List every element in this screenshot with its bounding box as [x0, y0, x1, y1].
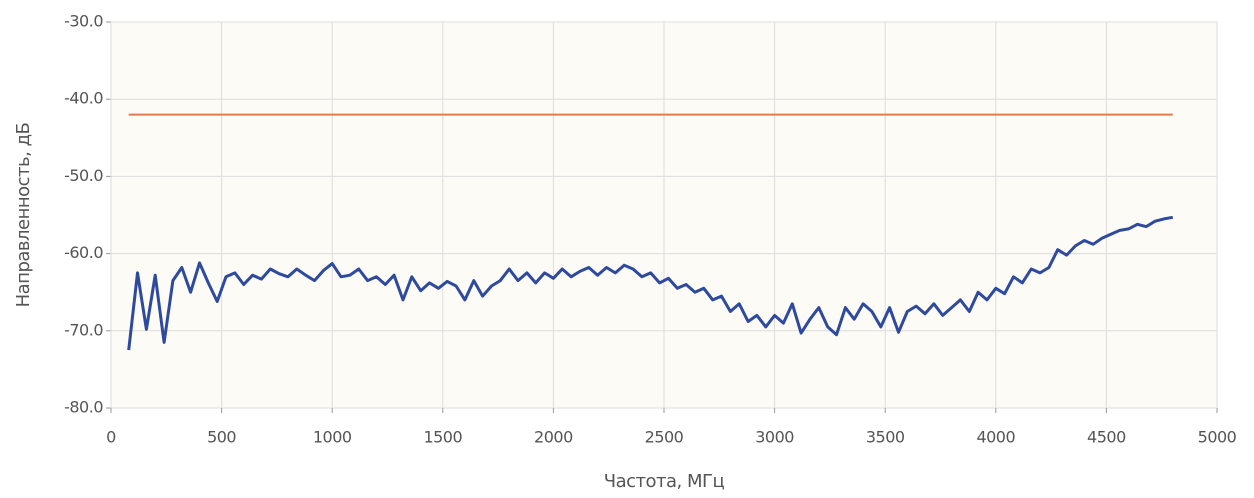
y-tick-label: -70.0 [64, 320, 103, 339]
y-axis-label: Направленность, дБ [13, 122, 34, 307]
x-axis-label: Частота, МГц [604, 471, 725, 492]
x-tick-label: 0 [106, 428, 116, 447]
x-tick-label: 1000 [313, 428, 352, 447]
x-tick-label: 3500 [866, 428, 905, 447]
x-tick-label: 1500 [423, 428, 462, 447]
x-tick-label: 4000 [976, 428, 1015, 447]
x-tick-label: 5000 [1198, 428, 1237, 447]
x-tick-label: 500 [207, 428, 236, 447]
y-tick-label: -60.0 [64, 243, 103, 262]
x-tick-label: 2500 [645, 428, 684, 447]
y-tick-label: -50.0 [64, 166, 103, 185]
data-line [127, 215, 1174, 351]
x-tick-label: 4500 [1087, 428, 1126, 447]
x-tick-label: 2000 [534, 428, 573, 447]
y-tick-label: -80.0 [64, 398, 103, 417]
x-tick-label: 3000 [755, 428, 794, 447]
y-tick-label: -30.0 [64, 12, 103, 31]
y-tick-label: -40.0 [64, 89, 103, 108]
